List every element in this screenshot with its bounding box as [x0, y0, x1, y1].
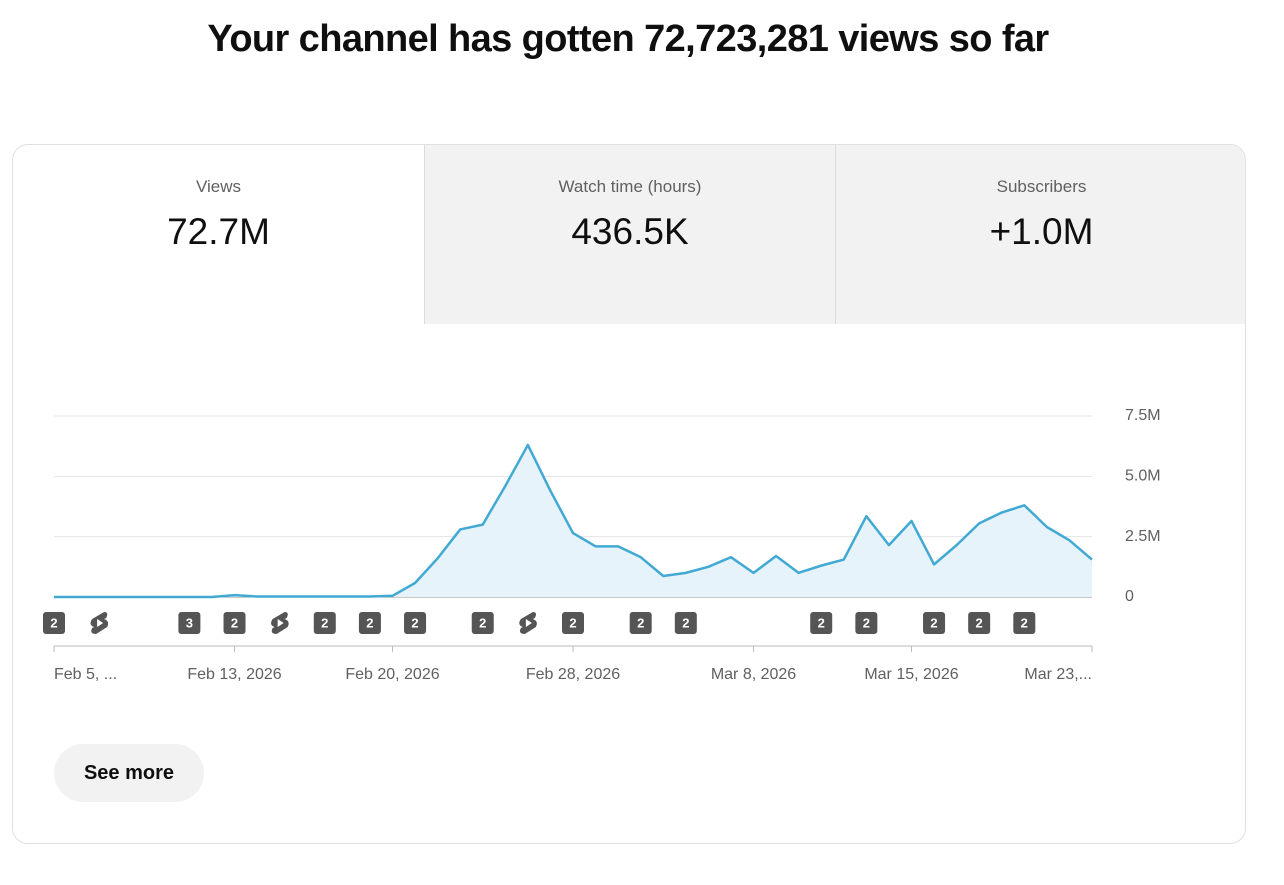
tab-label: Views	[195, 177, 242, 196]
marker-count: 2	[50, 615, 57, 630]
marker-count: 3	[186, 615, 193, 630]
video-marker: 2	[810, 612, 833, 634]
marker-box	[629, 612, 652, 634]
x-tick-label: Mar 8, 2026	[711, 666, 796, 683]
x-tick-label: Feb 28, 2026	[526, 666, 620, 683]
x-tick-label: Mar 15, 2026	[864, 666, 958, 683]
y-tick-label: 5.0M	[1125, 468, 1161, 485]
marker-count: 2	[569, 615, 576, 630]
marker-box	[562, 612, 584, 634]
video-marker: 2	[1013, 612, 1036, 634]
video-marker: 2	[358, 612, 381, 634]
video-marker: 2	[404, 612, 427, 634]
x-tick-label: Mar 23,...	[1024, 666, 1092, 683]
video-marker: 3	[178, 612, 201, 634]
marker-box	[223, 612, 246, 634]
marker-box	[810, 612, 833, 634]
marker-count: 2	[637, 615, 644, 630]
shorts-play	[277, 619, 284, 627]
video-marker: 2	[855, 612, 878, 634]
video-marker: 2	[223, 612, 246, 634]
see-more-button[interactable]: See more	[54, 744, 204, 802]
marker-count: 2	[321, 615, 328, 630]
analytics-card: Views 72.7M Watch time (hours) 436.5K Subs…	[12, 144, 1246, 844]
tab[interactable]: Subscribers +1.0M	[835, 145, 1245, 324]
tab[interactable]: Views 72.7M	[13, 145, 424, 324]
marker-count: 2	[231, 615, 238, 630]
marker-box	[855, 612, 878, 634]
marker-box	[923, 612, 946, 634]
video-marker: 2	[313, 612, 336, 634]
video-marker: 2	[968, 612, 991, 634]
tab-value: +1.0M	[989, 211, 1094, 252]
marker-count: 2	[682, 615, 689, 630]
marker-count: 2	[479, 615, 486, 630]
x-tick-label: Feb 13, 2026	[187, 666, 281, 683]
marker-box	[674, 612, 697, 634]
page-title: Your channel has gotten 72,723,281 views…	[207, 18, 1049, 60]
marker-count: 2	[863, 615, 870, 630]
marker-box	[178, 612, 201, 634]
tab-label: Watch time (hours)	[558, 177, 702, 196]
shorts-play	[97, 619, 104, 627]
marker-box	[313, 612, 336, 634]
tab-label: Subscribers	[996, 177, 1087, 196]
area	[54, 444, 1092, 597]
marker-count: 2	[930, 615, 937, 630]
marker-box	[968, 612, 991, 634]
video-marker: 2	[629, 612, 652, 634]
marker-box	[404, 612, 427, 634]
marker-count: 2	[976, 615, 983, 630]
line	[54, 443, 1093, 599]
tab-value: 72.7M	[167, 211, 270, 252]
video-marker: 2	[43, 612, 65, 634]
shorts-play	[525, 619, 532, 627]
y-tick-label: 7.5M	[1125, 407, 1161, 424]
tab[interactable]: Watch time (hours) 436.5K	[424, 145, 835, 324]
marker-count: 2	[366, 615, 373, 630]
marker-box	[471, 612, 494, 634]
video-marker: 2	[562, 612, 584, 634]
y-tick-label: 2.5M	[1125, 528, 1161, 545]
video-marker: 2	[471, 612, 494, 634]
marker-box	[43, 612, 65, 634]
marker-count: 2	[1021, 615, 1028, 630]
x-tick-label: Feb 20, 2026	[345, 666, 439, 683]
marker-count: 2	[411, 615, 418, 630]
marker-box	[358, 612, 381, 634]
x-tick-label: Feb 5, ...	[54, 666, 117, 683]
video-marker: 2	[923, 612, 946, 634]
tab-value: 436.5K	[571, 211, 689, 252]
video-marker: 2	[674, 612, 697, 634]
y-tick-label: 0	[1125, 588, 1134, 605]
marker-box	[1013, 612, 1036, 634]
marker-count: 2	[818, 615, 825, 630]
